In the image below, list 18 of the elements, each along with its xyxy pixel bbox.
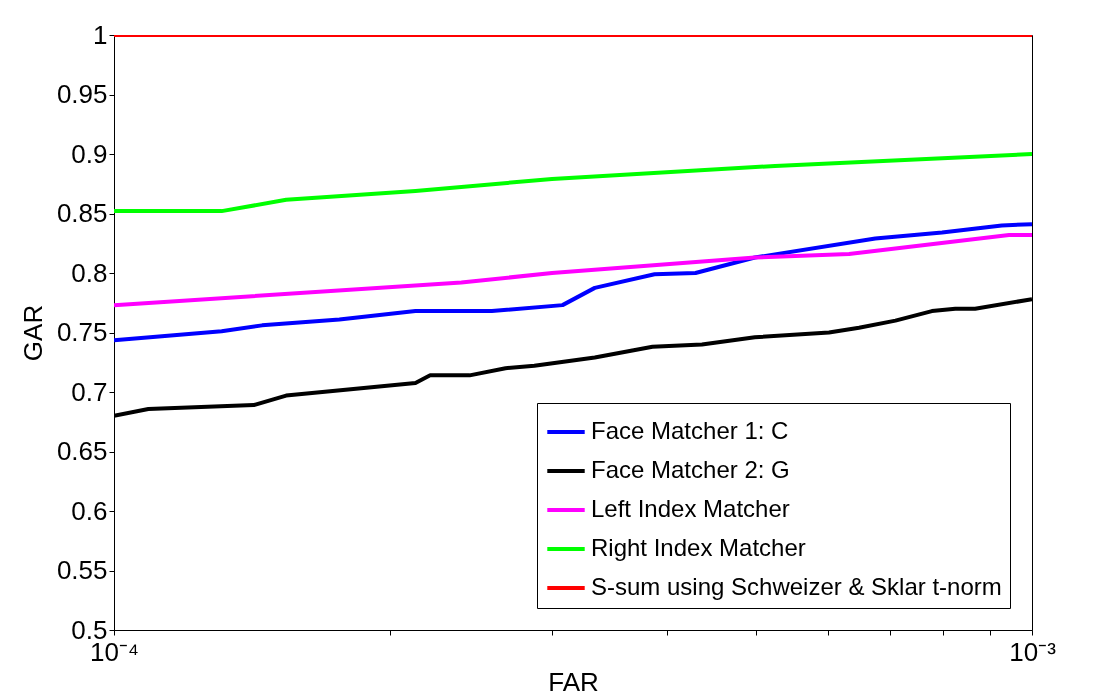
y-tick-label: 0.7 xyxy=(71,376,108,407)
y-axis-title: GAR xyxy=(17,304,48,362)
y-tick-label: 0.85 xyxy=(56,198,108,228)
legend-label: Face Matcher 2: G xyxy=(591,456,790,483)
legend-label: Face Matcher 1: C xyxy=(591,417,789,444)
x-tick-label: 10⁻³ xyxy=(1009,636,1057,667)
legend-label: Left Index Matcher xyxy=(591,495,790,522)
y-tick-label: 0.55 xyxy=(56,555,108,585)
y-tick-label: 0.95 xyxy=(56,79,108,109)
y-tick-label: 0.8 xyxy=(71,257,108,288)
y-tick-label: 0.9 xyxy=(71,138,108,169)
legend-label: Right Index Matcher xyxy=(591,534,806,561)
y-tick-label: 0.6 xyxy=(71,495,108,526)
y-tick-label: 0.75 xyxy=(56,317,108,347)
legend-label: S-sum using Schweizer & Sklar t-norm xyxy=(591,573,1002,600)
y-tick-label: 1 xyxy=(93,19,108,50)
y-tick-label: 0.65 xyxy=(56,436,108,466)
x-axis-title: FAR xyxy=(548,666,599,695)
